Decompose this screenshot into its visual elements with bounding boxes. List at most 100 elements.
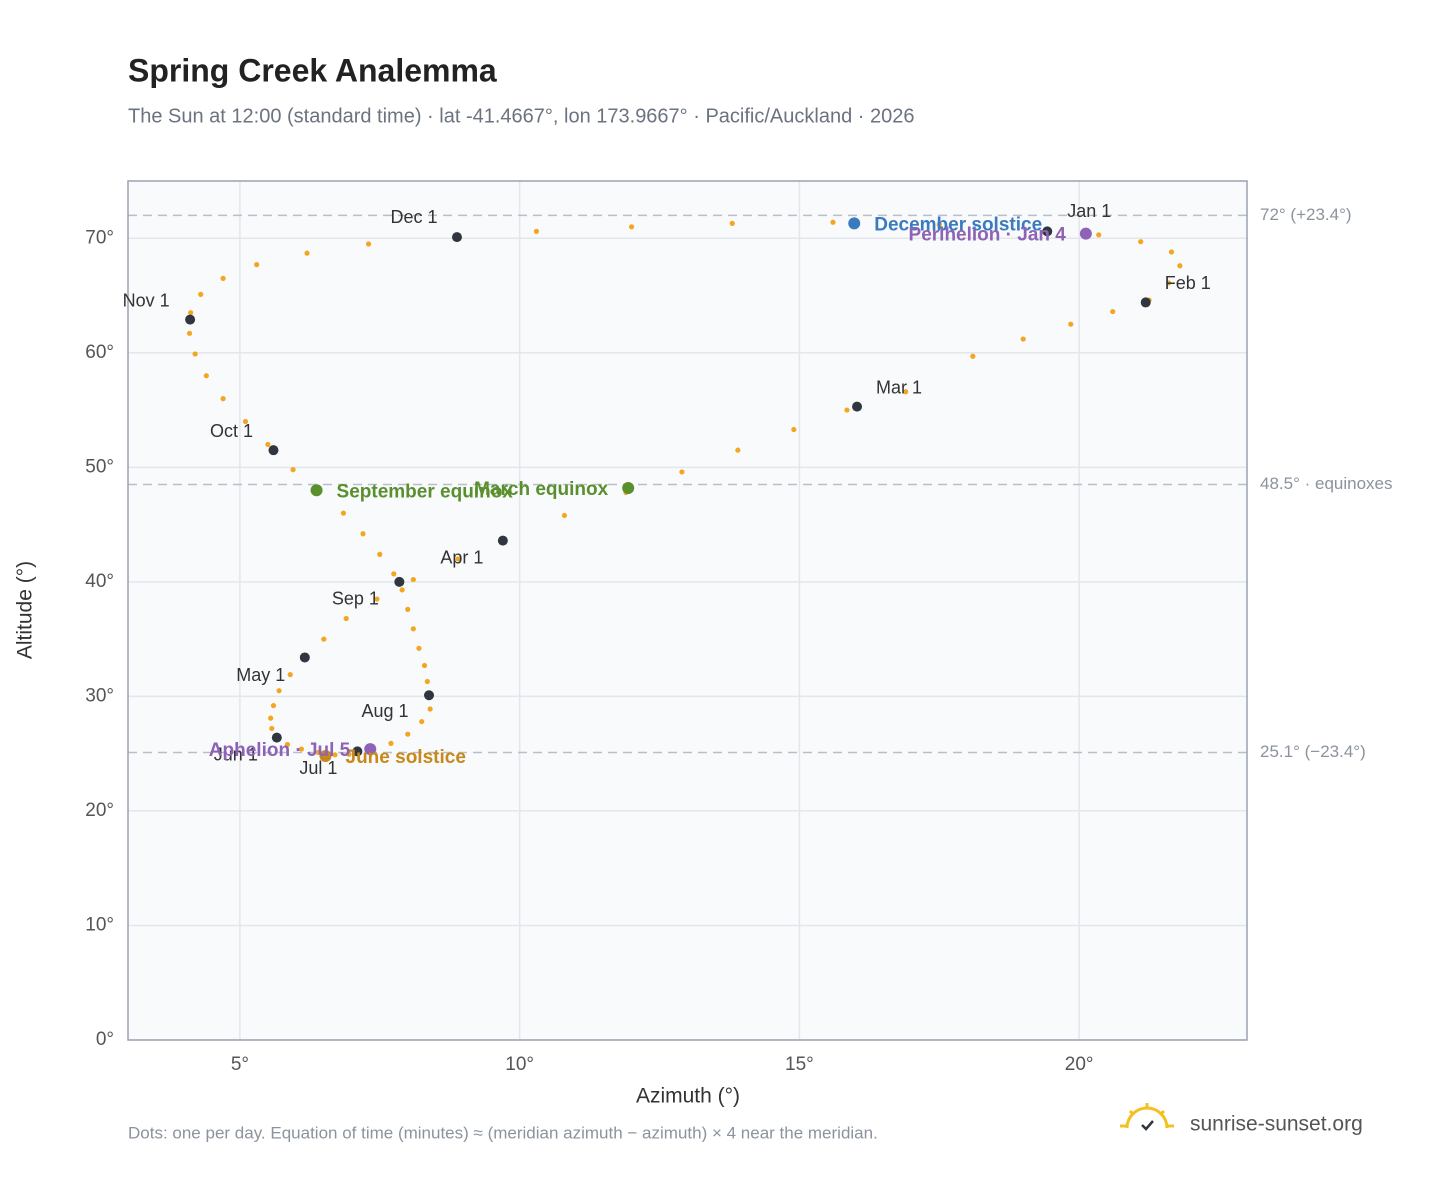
event-dot [319, 749, 332, 762]
day-dot [188, 310, 194, 316]
day-dot [203, 373, 209, 379]
month-label: Apr 1 [440, 547, 483, 567]
y-tick-label: 10° [85, 914, 114, 935]
day-dot [1168, 249, 1175, 255]
day-dot [1177, 263, 1183, 269]
event-label: September equinox [337, 481, 514, 502]
day-dot [419, 718, 425, 725]
event-dot [364, 743, 377, 756]
reference-label: 72° (+23.4°) [1260, 205, 1352, 224]
day-dot [970, 353, 976, 359]
y-tick-label: 30° [85, 685, 114, 706]
day-dot [405, 606, 411, 612]
day-dot [628, 224, 635, 230]
day-dot [391, 571, 397, 577]
event-label: Aphelion · Jul 5 [209, 740, 351, 761]
day-dot [186, 330, 193, 336]
event-dot [310, 484, 323, 497]
day-dot [1020, 336, 1026, 342]
event-label: June solstice [346, 747, 466, 768]
month-dot [268, 445, 279, 456]
day-dot [1096, 232, 1102, 238]
reference-lines [128, 214, 1247, 754]
day-dot [268, 715, 274, 721]
day-dot [1110, 308, 1116, 315]
month-label: Oct 1 [210, 421, 253, 441]
day-dot [791, 426, 797, 433]
y-tick-label: 50° [85, 456, 114, 477]
month-dot [352, 746, 363, 757]
y-tick-label: 60° [85, 342, 114, 363]
day-dot [421, 662, 428, 669]
day-dot [1166, 280, 1172, 286]
month-label: Jun 1 [214, 744, 258, 764]
day-dot [270, 702, 277, 709]
day-dot [284, 741, 291, 748]
day-dot [410, 576, 416, 583]
day-dot [360, 531, 366, 537]
day-dot [242, 418, 249, 425]
day-dot [377, 551, 383, 557]
reference-label: 48.5° · equinoxes [1260, 474, 1393, 493]
chart-title: Spring Creek Analemma [128, 52, 497, 88]
y-tick-label: 20° [85, 800, 114, 821]
x-tick-label: 5° [231, 1054, 249, 1075]
day-dot [304, 250, 310, 256]
month-dot [424, 690, 435, 701]
day-dot [424, 678, 430, 685]
x-tick-label: 20° [1065, 1054, 1094, 1075]
day-dot [388, 740, 394, 746]
x-tick-label: 10° [505, 1054, 534, 1075]
day-dot [198, 291, 204, 297]
month-label: Sep 1 [332, 589, 379, 609]
day-dot [735, 447, 741, 453]
day-dot [936, 221, 942, 228]
month-dot [497, 535, 508, 546]
month-dot [271, 732, 282, 743]
month-dot [394, 576, 405, 587]
day-dot [455, 556, 461, 562]
month-label: Aug 1 [361, 701, 408, 721]
month-dot [1042, 226, 1053, 237]
event-label: March equinox [474, 479, 609, 500]
footnote: Dots: one per day. Equation of time (min… [128, 1123, 878, 1142]
day-dot [220, 275, 226, 281]
day-dot [269, 725, 275, 732]
reference-label: 25.1° (−23.4°) [1260, 742, 1366, 761]
brand: sunrise-sunset.org [1190, 1113, 1363, 1136]
day-dot [405, 731, 411, 737]
day-dot [533, 228, 540, 234]
grid [128, 181, 1247, 1041]
labels: 5° 10° 15° 20° 0° 10° 20° 30° 40° 50° 60° 70° 72° (+… [85, 201, 1392, 1075]
day-dot [561, 512, 568, 519]
day-dot [679, 469, 685, 475]
day-dot [903, 389, 909, 395]
month-label: Dec 1 [390, 207, 437, 227]
day-dot [287, 672, 293, 678]
day-dot [374, 596, 380, 602]
month-dot [185, 314, 196, 325]
day-dot [265, 441, 271, 448]
day-dot [399, 587, 405, 593]
plot-frame [127, 180, 1248, 1041]
month-label: Mar 1 [876, 377, 922, 397]
month-label: Nov 1 [123, 290, 170, 310]
day-dot [340, 510, 347, 516]
day-dot [1138, 239, 1144, 245]
day-dot [298, 746, 305, 752]
day-dot [729, 220, 735, 226]
marks [185, 217, 1183, 762]
chart-subtitle: The Sun at 12:00 (standard time) · lat -… [128, 105, 914, 127]
month-label: Feb 1 [1165, 273, 1211, 293]
day-dot [220, 396, 226, 402]
day-dot [254, 262, 260, 268]
day-dot [192, 351, 198, 357]
day-dot [427, 706, 433, 712]
brand-logo [1120, 1103, 1174, 1131]
month-label: Jul 1 [299, 758, 337, 778]
y-tick-label: 70° [85, 227, 114, 248]
day-dot [410, 626, 416, 632]
day-dot [1068, 321, 1074, 327]
month-dot [451, 232, 462, 243]
day-dot [332, 752, 338, 758]
